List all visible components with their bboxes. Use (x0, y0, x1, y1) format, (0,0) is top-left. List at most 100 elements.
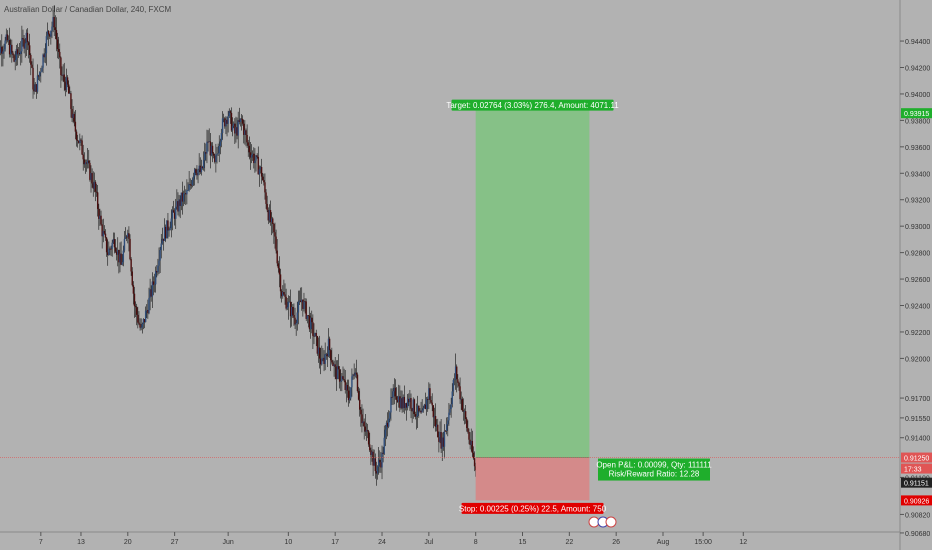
candle-body (241, 119, 244, 124)
candle-body (291, 306, 293, 317)
candle-body (301, 299, 303, 303)
candle-body (453, 379, 456, 381)
candle-body (47, 31, 50, 35)
candle-body (172, 210, 175, 213)
candle-body (82, 154, 84, 160)
candle-body (13, 55, 15, 62)
candle-body (282, 292, 284, 297)
candle-body (56, 39, 59, 50)
candle-body (89, 162, 91, 180)
candle-body (12, 52, 14, 56)
candle-body (111, 242, 113, 250)
candle-body (79, 139, 81, 143)
candle-body (24, 43, 26, 49)
candle-body (341, 376, 343, 381)
candle-body (275, 236, 277, 251)
x-tick-label: 12 (739, 539, 747, 546)
candle-body (220, 133, 223, 142)
x-tick-label: 8 (474, 539, 478, 546)
candle-body (209, 141, 212, 156)
candle-body (295, 323, 297, 325)
x-tick-label: 22 (565, 539, 573, 546)
candle-body (335, 366, 338, 379)
candle-body (462, 410, 465, 412)
candle-body (140, 327, 142, 329)
candle-body (64, 81, 67, 91)
candle-body (330, 350, 332, 361)
candle-body (288, 301, 291, 303)
flag-icon[interactable] (605, 516, 617, 528)
candle-body (68, 84, 70, 94)
candle-body (413, 399, 416, 415)
current-price-tag-bg (901, 477, 932, 488)
candle-body (188, 184, 190, 191)
y-tick-label: 0.90820 (905, 512, 930, 519)
y-tick-label: 0.92000 (905, 356, 930, 363)
candle-body (268, 210, 271, 221)
candle-body (199, 165, 201, 173)
candle-body (202, 160, 205, 169)
candle-body (347, 390, 350, 401)
candle-body (171, 210, 174, 219)
candle-body (431, 402, 433, 406)
candle-body (318, 347, 321, 359)
candle-body (166, 220, 168, 239)
candle-body (244, 130, 246, 135)
event-icons[interactable] (588, 516, 617, 528)
candle-body (448, 412, 450, 421)
candle-body (327, 338, 330, 357)
target-zone[interactable] (475, 105, 590, 458)
candle-body (105, 237, 108, 253)
stop-label: Stop: 0.00225 (0.25%) 22.5, Amount: 750 (459, 504, 607, 513)
candle-body (109, 248, 111, 250)
stop-price-tag-bg (901, 495, 932, 506)
candle-body (279, 274, 282, 292)
candle-body (276, 250, 278, 264)
candle-body (115, 251, 118, 255)
candle-body (353, 374, 355, 376)
candle-body (321, 358, 323, 365)
y-tick-label: 0.92600 (905, 277, 930, 284)
candle-body (206, 141, 208, 154)
candle-body (372, 451, 374, 466)
candle-body (433, 416, 436, 418)
candle-body (317, 347, 320, 354)
entry-price-tag: 0.91250 (904, 456, 929, 463)
candle-body (23, 39, 25, 49)
x-tick-label: 24 (378, 539, 386, 546)
candle-body (463, 411, 466, 413)
target-price-tag-bg (901, 108, 932, 119)
candle-body (156, 271, 158, 273)
candle-body (7, 40, 10, 41)
candle-body (114, 247, 117, 252)
y-tick-label: 0.93800 (905, 118, 930, 125)
candle-body (239, 118, 242, 122)
candle-body (117, 249, 119, 255)
candle-body (263, 180, 265, 183)
candle-body (464, 411, 467, 419)
candle-body (430, 400, 432, 403)
candle-body (287, 301, 290, 308)
y-tick-label: 0.92800 (905, 251, 930, 258)
y-tick-label: 0.93600 (905, 145, 930, 152)
candle-body (280, 291, 283, 297)
candle-body (414, 414, 417, 417)
candle-body (26, 32, 29, 43)
candle-body (243, 123, 245, 135)
candle-body (305, 301, 307, 319)
candle-body (83, 159, 86, 165)
candle-body (132, 285, 135, 294)
candle-body (35, 84, 38, 92)
candle-body (240, 118, 243, 120)
candle-body (248, 145, 251, 153)
candle-body (309, 317, 312, 330)
candle-body (467, 428, 469, 432)
candle-body (308, 315, 311, 330)
candle-body (389, 412, 391, 419)
candle-body (296, 312, 298, 324)
candle-body (63, 74, 65, 82)
candle-body (334, 364, 336, 367)
candle-body (27, 42, 30, 46)
stop-zone[interactable] (475, 457, 590, 501)
